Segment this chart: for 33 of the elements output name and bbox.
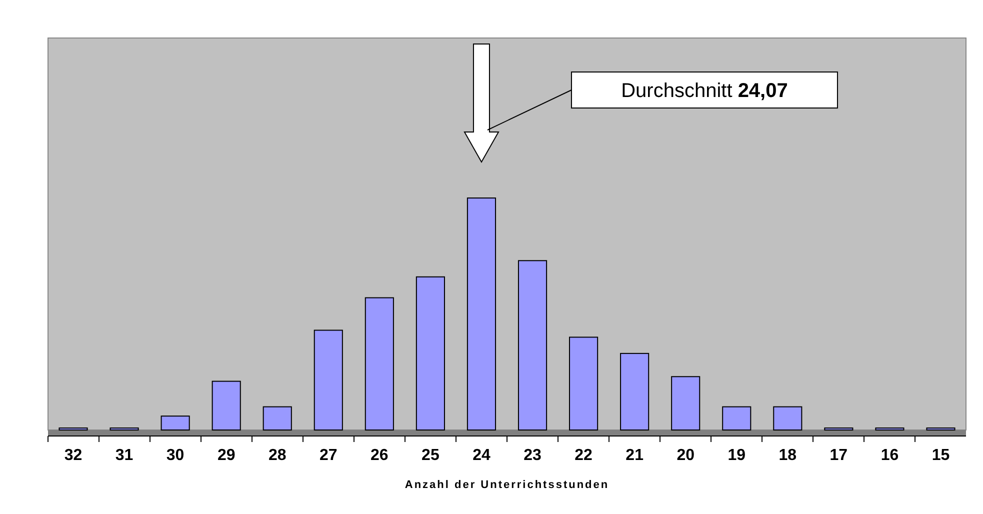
x-tick-label: 27 (320, 447, 338, 464)
text: Durchschnitt 24,07 (621, 80, 788, 102)
bar (773, 406, 802, 430)
bar (518, 260, 548, 430)
x-axis-title: Anzahl der Unterrichtsstunden (404, 479, 610, 491)
bar (314, 330, 343, 430)
bar (160, 416, 190, 430)
x-tick-label: 26 (370, 447, 388, 464)
x-tick-label: 32 (64, 447, 82, 464)
bar (620, 352, 650, 430)
bar (569, 336, 598, 430)
bar (416, 276, 445, 430)
x-tick-label: 18 (778, 447, 797, 464)
bar (722, 406, 752, 430)
x-tick-label: 21 (626, 447, 644, 464)
x-tick-label: 19 (728, 447, 746, 464)
x-tick-label: 25 (422, 447, 440, 464)
x-tick-label: 15 (932, 447, 950, 464)
x-tick-label: 20 (676, 447, 695, 464)
bar (466, 198, 496, 430)
x-tick-label: 30 (166, 447, 184, 464)
bar (212, 380, 241, 430)
x-tick-label: 31 (115, 447, 134, 464)
x-tick-label: 23 (524, 447, 542, 464)
bar (262, 406, 292, 430)
x-tick-label: 22 (574, 447, 593, 464)
x-tick-label: 28 (268, 447, 286, 464)
x-tick-label: 24 (472, 447, 490, 464)
bar (671, 376, 700, 430)
x-tick-label: 17 (830, 447, 848, 464)
x-tick-label: 16 (880, 447, 899, 464)
bar (364, 297, 394, 430)
x-tick-label: 29 (217, 447, 236, 464)
